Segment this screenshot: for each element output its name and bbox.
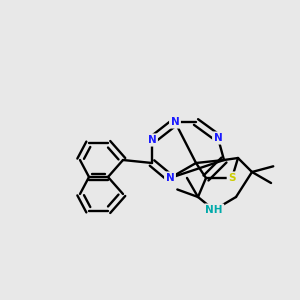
Text: N: N	[171, 117, 179, 127]
Text: N: N	[214, 133, 222, 143]
Text: N: N	[148, 135, 156, 145]
Text: S: S	[228, 173, 236, 183]
Text: NH: NH	[205, 205, 223, 215]
Text: N: N	[166, 173, 174, 183]
